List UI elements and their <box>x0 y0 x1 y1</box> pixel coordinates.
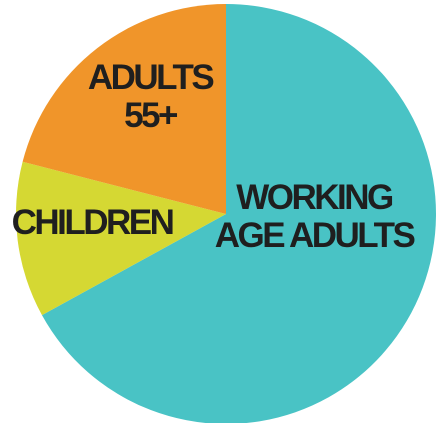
slice-label-line: WORKING <box>236 178 393 217</box>
slice-label-line: CHILDREN <box>12 203 173 242</box>
pie-slice-children <box>16 161 227 316</box>
slice-label-children: CHILDREN <box>12 203 173 242</box>
slices-layer <box>16 4 436 423</box>
slice-label-line: AGE ADULTS <box>215 216 415 255</box>
pie-slice-working-age-adults <box>41 4 436 423</box>
slice-label-adults-55: ADULTS 55+ <box>88 58 213 135</box>
pie-slice-adults-55 <box>22 4 226 214</box>
slice-label-working-age-adults: WORKING AGE ADULTS <box>215 178 415 255</box>
slice-label-line: 55+ <box>124 96 178 135</box>
slice-label-line: ADULTS <box>88 58 213 97</box>
labels-layer: WORKING AGE ADULTS CHILDREN ADULTS 55+ <box>12 58 417 255</box>
